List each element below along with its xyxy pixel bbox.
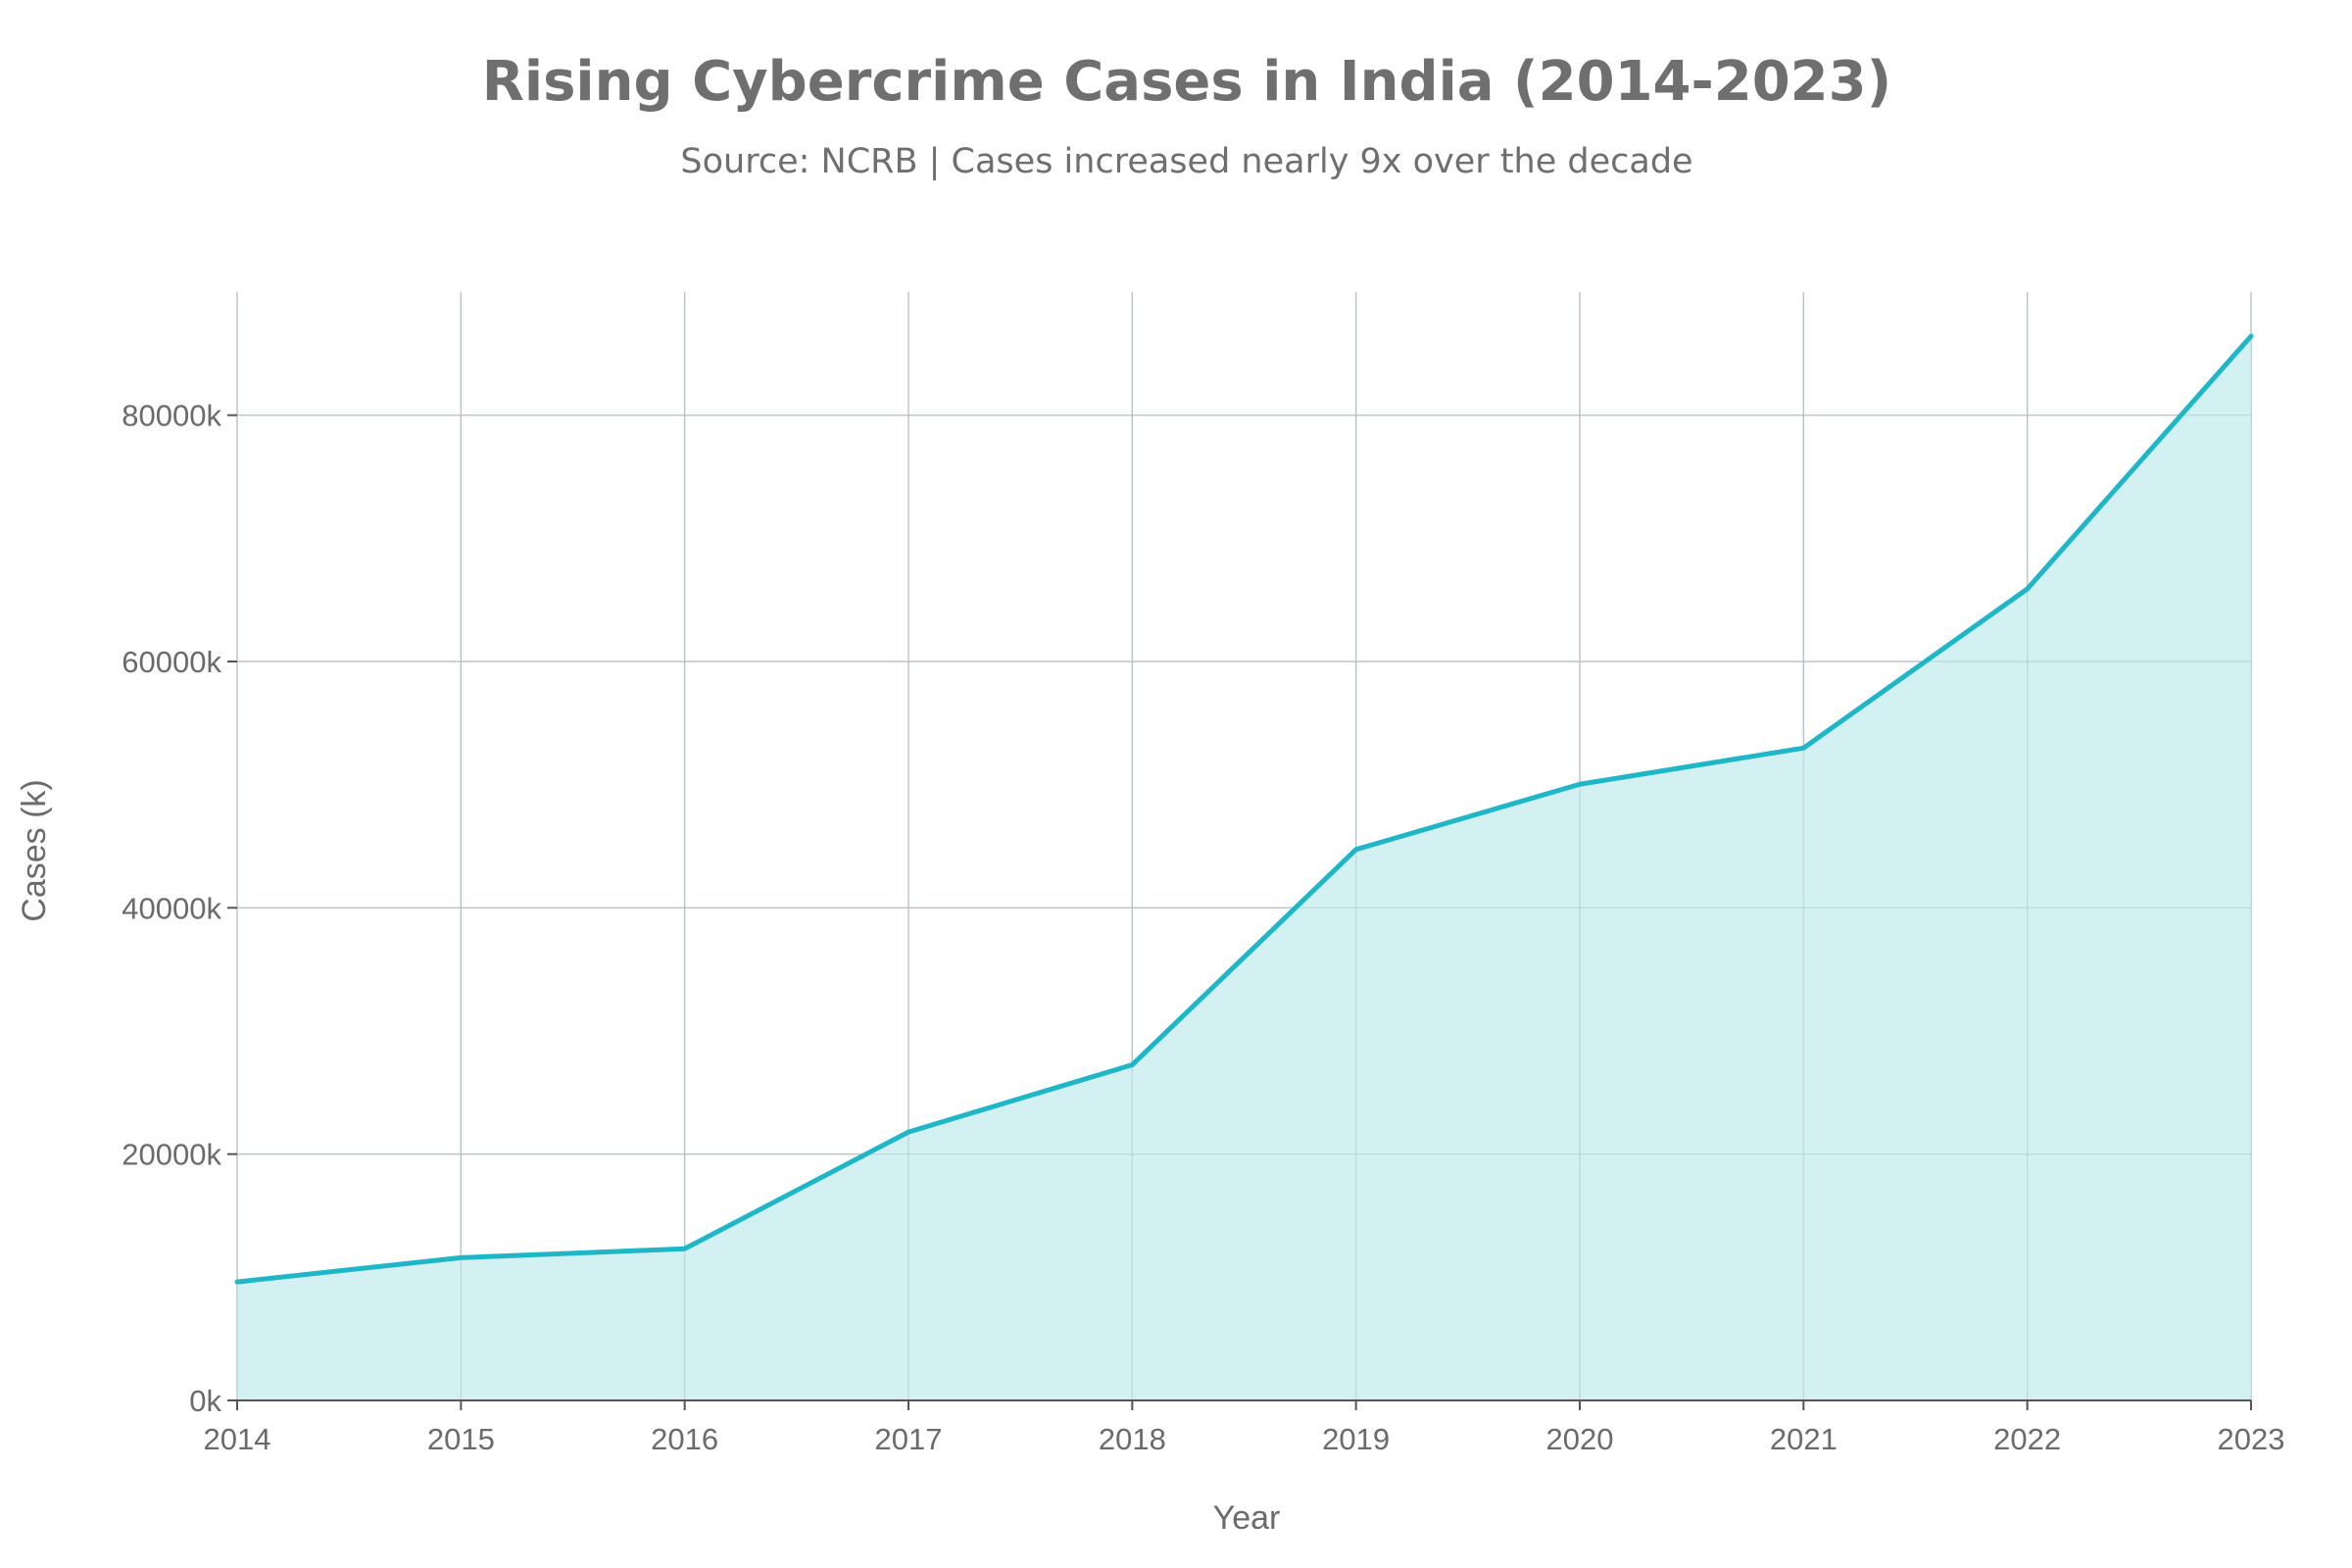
area-series <box>234 292 2254 1401</box>
x-tick-label: 2018 <box>1099 1422 1166 1456</box>
y-tick-label: 40000k <box>122 891 221 925</box>
x-tick-label: 2015 <box>427 1422 495 1456</box>
y-tick-label: 80000k <box>122 399 221 433</box>
x-tick-label: 2022 <box>1993 1422 2061 1456</box>
y-tick-label: 0k <box>189 1384 221 1418</box>
x-tick-label: 2014 <box>204 1422 271 1456</box>
x-tick-label: 2021 <box>1770 1422 1838 1456</box>
x-axis-title: Year <box>1213 1499 1281 1537</box>
y-axis-title: Cases (k) <box>16 779 53 921</box>
grid <box>236 292 2252 1400</box>
chart-title: Rising Cybercrime Cases in India (2014-2… <box>482 50 1891 114</box>
x-tick-label: 2016 <box>651 1422 718 1456</box>
x-tick-label: 2017 <box>875 1422 943 1456</box>
x-tick-label: 2020 <box>1546 1422 1614 1456</box>
x-tick-label: 2019 <box>1322 1422 1390 1456</box>
chart-subtitle: Source: NCRB | Cases increased nearly 9x… <box>680 142 1692 181</box>
y-tick-label: 60000k <box>122 645 221 679</box>
y-tick-label: 20000k <box>122 1138 221 1172</box>
x-tick-label: 2023 <box>2218 1422 2285 1456</box>
area-fill <box>237 335 2251 1401</box>
axes: 2014 2015 2016 2017 2018 2019 2020 2021 2022 2023… <box>122 399 2284 1456</box>
series-line <box>234 333 2254 1285</box>
